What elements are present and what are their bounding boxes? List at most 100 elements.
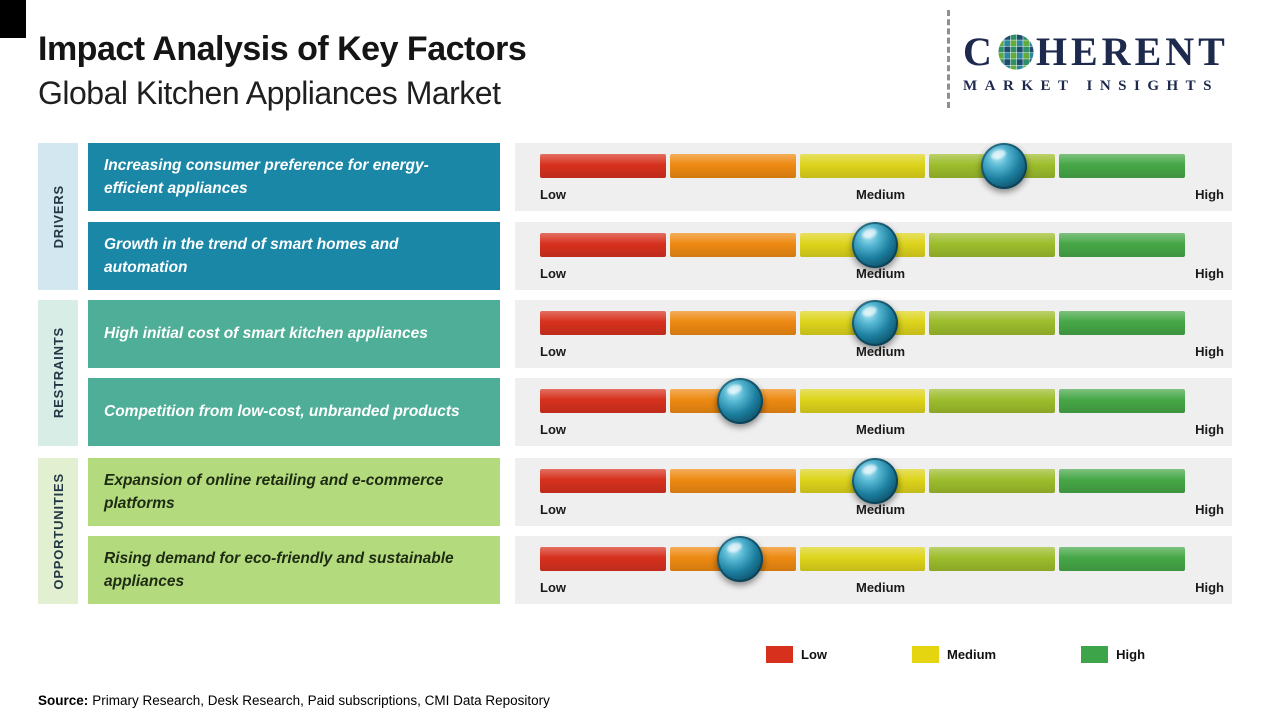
- impact-scale-track: [540, 222, 1185, 268]
- scale-labels: Low Medium High: [540, 266, 1224, 281]
- factor-text: High initial cost of smart kitchen appli…: [104, 325, 428, 343]
- scale-label-low: Low: [540, 266, 566, 281]
- scale-label-medium: Medium: [855, 580, 906, 595]
- scale-segment: [1059, 389, 1185, 413]
- scale-segment: [669, 469, 796, 493]
- scale-labels: Low Medium High: [540, 187, 1224, 202]
- logo-text-c: C: [963, 29, 996, 74]
- impact-marker: [852, 222, 899, 268]
- scale-label-high: High: [1195, 187, 1224, 202]
- corner-accent: [0, 0, 26, 38]
- factor-text: Expansion of online retailing and e-comm…: [104, 471, 444, 512]
- factor-row: Competition from low-cost, unbranded pro…: [0, 378, 1280, 446]
- scale-label-low: Low: [540, 187, 566, 202]
- logo-tagline: MARKET INSIGHTS: [963, 78, 1220, 94]
- scale-segment: [540, 154, 666, 178]
- source-prefix: Source:: [38, 693, 89, 708]
- scale-label-medium: Medium: [855, 266, 906, 281]
- source-note: Source: Primary Research, Desk Research, …: [38, 693, 550, 708]
- scale-label-low: Low: [540, 422, 566, 437]
- scale-segment: [1059, 233, 1185, 257]
- factor-row: Growth in the trend of smart homes and a…: [0, 222, 1280, 290]
- factor-card: Increasing consumer preference for energ…: [88, 143, 500, 211]
- scale-segment: [540, 547, 666, 571]
- scale-segment: [540, 233, 666, 257]
- factor-card: High initial cost of smart kitchen appli…: [88, 300, 500, 368]
- header-divider: [947, 10, 950, 108]
- scale-label-medium: Medium: [855, 187, 906, 202]
- group-strip-restraints: RESTRAINTS: [38, 300, 78, 446]
- scale-label-high: High: [1195, 266, 1224, 281]
- scale-segment: [799, 547, 926, 571]
- scale-segment: [669, 154, 796, 178]
- logo-wordmark: C HERENT: [963, 32, 1263, 72]
- scale-label-high: High: [1195, 422, 1224, 437]
- impact-marker: [716, 536, 763, 582]
- scale-segment: [1059, 311, 1185, 335]
- scale-label-low: Low: [540, 502, 566, 517]
- impact-scale-panel: Low Medium High: [515, 143, 1232, 211]
- scale-segments: [540, 389, 1185, 413]
- factor-card: Rising demand for eco-friendly and susta…: [88, 536, 500, 604]
- scale-labels: Low Medium High: [540, 422, 1224, 437]
- scale-labels: Low Medium High: [540, 502, 1224, 517]
- scale-label-high: High: [1195, 580, 1224, 595]
- scale-label-medium: Medium: [855, 502, 906, 517]
- scale-segment: [929, 389, 1056, 413]
- impact-marker: [981, 143, 1028, 189]
- scale-segment: [799, 154, 926, 178]
- scale-label-medium: Medium: [855, 344, 906, 359]
- scale-segments: [540, 547, 1185, 571]
- scale-label-low: Low: [540, 344, 566, 359]
- scale-segment: [540, 389, 666, 413]
- scale-label-high: High: [1195, 344, 1224, 359]
- factor-row: Expansion of online retailing and e-comm…: [0, 458, 1280, 526]
- factor-card: Growth in the trend of smart homes and a…: [88, 222, 500, 290]
- brand-logo: C HERENT MARKET INSIGHTS: [963, 32, 1263, 95]
- factor-text: Competition from low-cost, unbranded pro…: [104, 403, 460, 421]
- logo-text-herent: HERENT: [1035, 29, 1229, 74]
- scale-segment: [929, 233, 1056, 257]
- impact-scale-track: [540, 143, 1185, 189]
- scale-segment: [1059, 154, 1185, 178]
- scale-label-medium: Medium: [855, 422, 906, 437]
- factor-text: Rising demand for eco-friendly and susta…: [104, 549, 454, 590]
- scale-segment: [1059, 547, 1185, 571]
- impact-marker: [852, 300, 899, 346]
- factor-card: Competition from low-cost, unbranded pro…: [88, 378, 500, 446]
- page-subtitle: Global Kitchen Appliances Market: [38, 75, 501, 111]
- scale-segment: [929, 469, 1056, 493]
- legend-item-low: Low: [766, 646, 827, 663]
- factor-text: Growth in the trend of smart homes and a…: [104, 235, 399, 276]
- impact-marker: [716, 378, 763, 424]
- scale-segment: [540, 311, 666, 335]
- legend-swatch-medium: [912, 646, 939, 663]
- factor-row: Rising demand for eco-friendly and susta…: [0, 536, 1280, 604]
- logo-mosaic-o-icon: [998, 34, 1034, 70]
- impact-marker: [852, 458, 899, 504]
- legend-item-medium: Medium: [912, 646, 996, 663]
- scale-segment: [669, 233, 796, 257]
- legend-swatch-high: [1081, 646, 1109, 663]
- impact-scale-panel: Low Medium High: [515, 378, 1232, 446]
- impact-scale-track: [540, 458, 1185, 504]
- impact-scale-panel: Low Medium High: [515, 536, 1232, 604]
- scale-label-low: Low: [540, 580, 566, 595]
- scale-segment: [799, 389, 926, 413]
- factor-row: High initial cost of smart kitchen appli…: [0, 300, 1280, 368]
- factor-row: Increasing consumer preference for energ…: [0, 143, 1280, 211]
- legend-label-high: High: [1116, 647, 1146, 662]
- page-title: Impact Analysis of Key Factors: [38, 30, 527, 68]
- impact-scale-track: [540, 536, 1185, 582]
- scale-segment: [540, 469, 666, 493]
- group-strip-opportunities: OPPORTUNITIES: [38, 458, 78, 604]
- legend: Low Medium High: [766, 646, 1145, 663]
- scale-segments: [540, 154, 1185, 178]
- scale-segment: [669, 311, 796, 335]
- title-block: Impact Analysis of Key Factors Global Ki…: [38, 30, 527, 112]
- source-text: Primary Research, Desk Research, Paid su…: [92, 693, 550, 708]
- impact-scale-panel: Low Medium High: [515, 300, 1232, 368]
- scale-segment: [929, 547, 1056, 571]
- scale-labels: Low Medium High: [540, 580, 1224, 595]
